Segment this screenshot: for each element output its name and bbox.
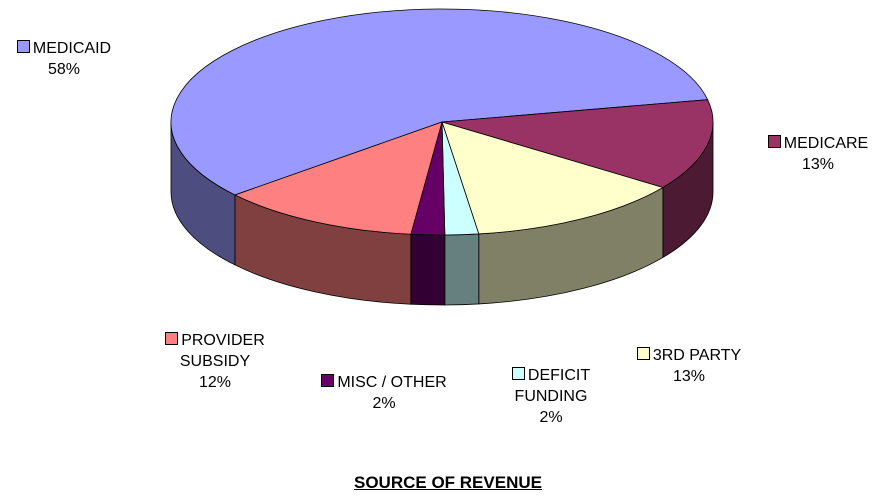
category-label: 3RD PARTY — [652, 347, 742, 364]
value-label: 2% — [372, 395, 396, 412]
slice — [170, 8, 709, 196]
legend-swatch — [165, 332, 179, 345]
category-label: PROVIDER SUBSIDY — [179, 332, 265, 370]
slice — [441, 121, 664, 235]
value-label: 2% — [539, 409, 563, 426]
category-label: MEDICARE — [783, 135, 869, 152]
chart-title: SOURCE OF REVENUE — [354, 473, 542, 492]
slice — [233, 121, 443, 235]
category-label: MEDICAID — [32, 40, 112, 57]
legend-swatch — [636, 347, 650, 360]
data-label: MEDICAID 58% — [14, 38, 114, 80]
legend-swatch — [767, 135, 781, 148]
data-label: 3RD PARTY 13% — [634, 345, 744, 387]
value-label: 13% — [801, 156, 835, 173]
category-label: MISC / OTHER — [337, 374, 447, 391]
slice-side — [444, 233, 480, 306]
legend-swatch — [16, 40, 30, 53]
slice — [441, 99, 714, 188]
value-label: 12% — [198, 374, 232, 391]
data-label: DEFICIT FUNDING 2% — [492, 365, 610, 428]
category-label: DEFICIT FUNDING — [514, 367, 591, 405]
slice-side — [410, 233, 446, 306]
value-label: 13% — [672, 368, 706, 385]
pie-area — [170, 8, 714, 306]
data-label: MEDICARE 13% — [748, 133, 888, 175]
value-label: 58% — [47, 61, 81, 78]
data-label: MISC / OTHER 2% — [294, 372, 474, 414]
legend-swatch — [321, 374, 335, 387]
legend-swatch — [511, 367, 525, 380]
data-label: PROVIDER SUBSIDY 12% — [150, 330, 280, 393]
